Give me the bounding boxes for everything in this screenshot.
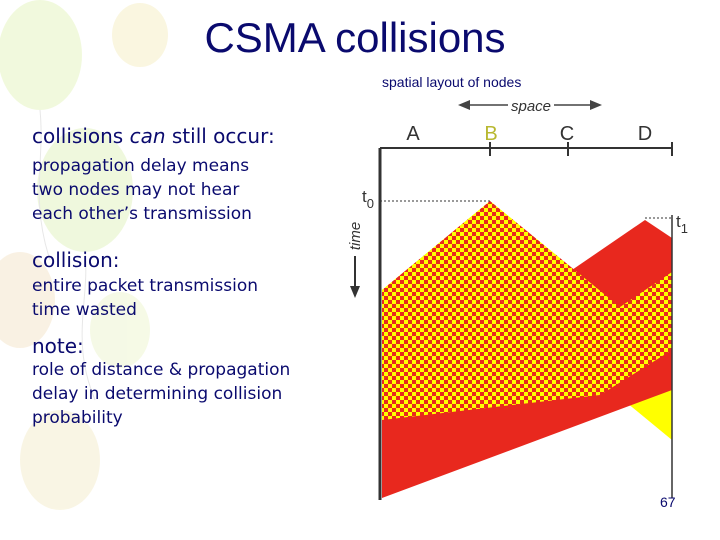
diagram-subtitle: spatial layout of nodes xyxy=(382,74,522,90)
bullet-heading-collisions: collisions can still occur: xyxy=(32,124,275,148)
node-label-d: D xyxy=(638,123,652,145)
bullet-body-distance: role of distance & propagation delay in … xyxy=(32,360,291,428)
space-label: space xyxy=(511,98,551,115)
node-label-c: C xyxy=(560,123,574,145)
t0-label: t0 xyxy=(362,187,374,211)
node-label-a: A xyxy=(406,123,420,145)
collision-overlap-region xyxy=(382,201,672,395)
space-arrow-left-head xyxy=(458,100,470,110)
node-label-b: B xyxy=(484,123,497,145)
bullet-heading-note: note: xyxy=(32,334,84,358)
balloons-background xyxy=(0,0,168,510)
page-number: 67 xyxy=(660,494,676,510)
bullet-body-wasted: entire packet transmission time wasted xyxy=(32,276,259,320)
bullet-heading-collision: collision: xyxy=(32,248,120,272)
transmission-regions xyxy=(382,201,672,498)
space-arrow-right-head xyxy=(590,100,602,110)
time-arrow-head xyxy=(350,286,360,298)
time-label: time xyxy=(347,222,364,250)
bullet-body-propagation: propagation delay means two nodes may no… xyxy=(32,156,252,224)
collision-overlap-region-lower xyxy=(382,290,600,420)
t1-label: t1 xyxy=(676,212,688,236)
slide-title: CSMA collisions xyxy=(204,14,506,61)
